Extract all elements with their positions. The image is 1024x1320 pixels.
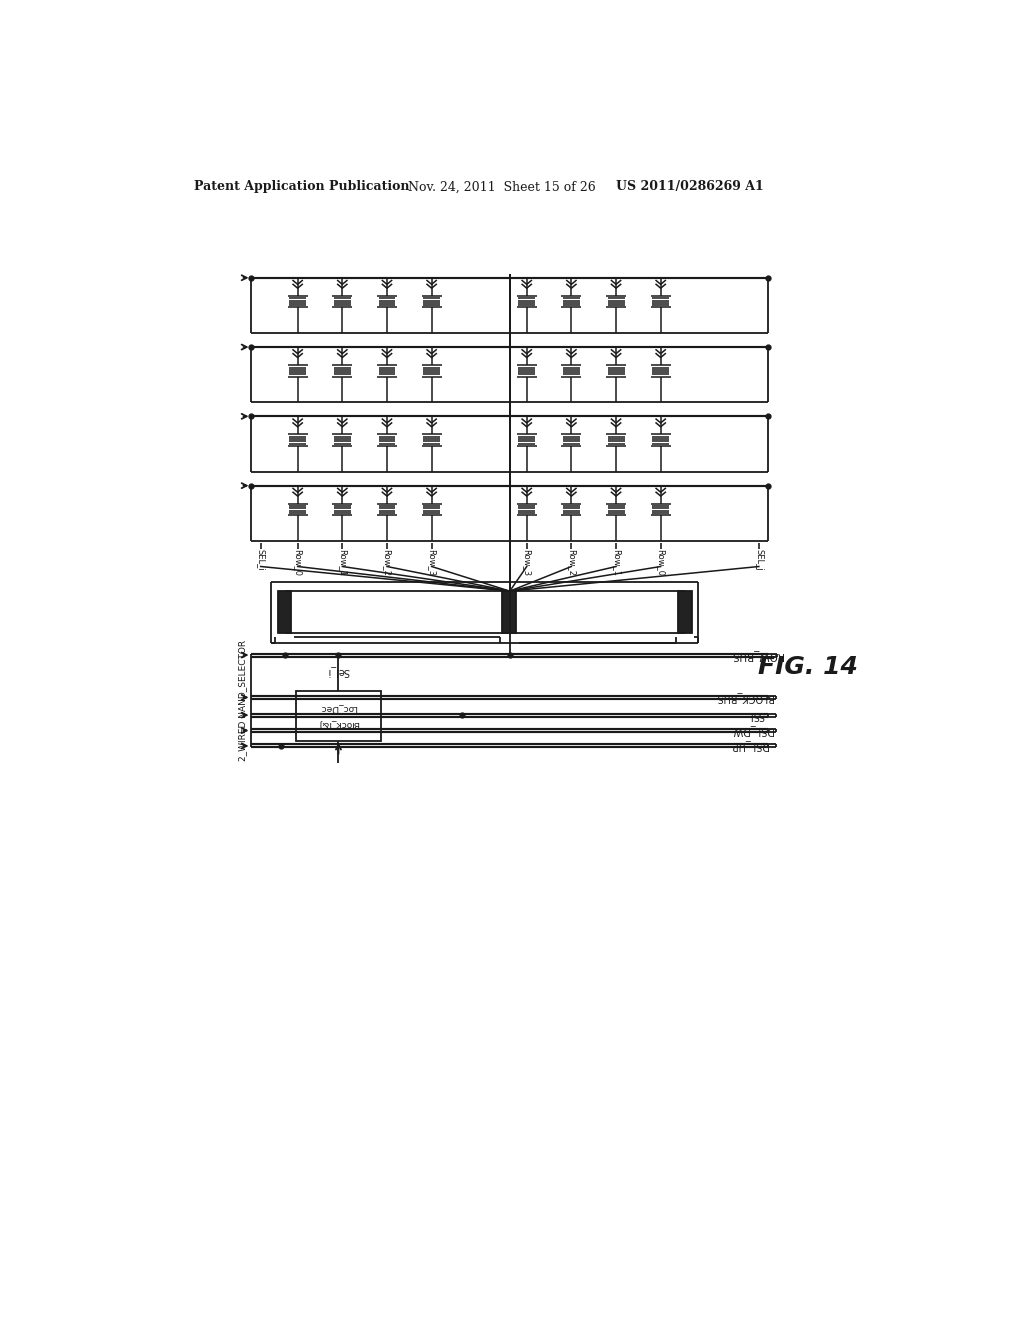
Text: SSL: SSL: [746, 710, 764, 721]
Text: Row_0: Row_0: [293, 549, 302, 576]
Text: Row_1: Row_1: [338, 549, 347, 576]
Text: Row_2: Row_2: [567, 549, 575, 576]
Bar: [296, 692, 381, 742]
Text: DSL_UP: DSL_UP: [731, 741, 768, 751]
Bar: [678, 591, 692, 634]
Text: Row_2: Row_2: [383, 549, 391, 576]
Text: Sel_i: Sel_i: [328, 667, 350, 677]
Bar: [278, 591, 292, 634]
Text: Patent Application Publication: Patent Application Publication: [195, 181, 410, 194]
Text: Loc_Dec: Loc_Dec: [319, 705, 357, 713]
Text: Block_i&j: Block_i&j: [317, 719, 359, 729]
Text: Nov. 24, 2011  Sheet 15 of 26: Nov. 24, 2011 Sheet 15 of 26: [408, 181, 596, 194]
Text: FIG. 14: FIG. 14: [758, 655, 858, 678]
Text: SEL_i: SEL_i: [256, 549, 265, 570]
Text: 2_WIRED NAND_SELECTOR: 2_WIRED NAND_SELECTOR: [238, 640, 247, 762]
Text: ROW_BUS: ROW_BUS: [731, 649, 783, 660]
Text: Row_1: Row_1: [611, 549, 621, 576]
Bar: [503, 591, 516, 634]
Text: US 2011/0286269 A1: US 2011/0286269 A1: [615, 181, 764, 194]
Text: SEL_j: SEL_j: [755, 549, 763, 570]
Text: Row_3: Row_3: [522, 549, 531, 576]
Text: Row_3: Row_3: [427, 549, 436, 576]
Text: BLOCK_BUS: BLOCK_BUS: [716, 692, 773, 702]
Text: DSL_DW: DSL_DW: [731, 725, 772, 737]
Text: Row_0: Row_0: [656, 549, 666, 576]
